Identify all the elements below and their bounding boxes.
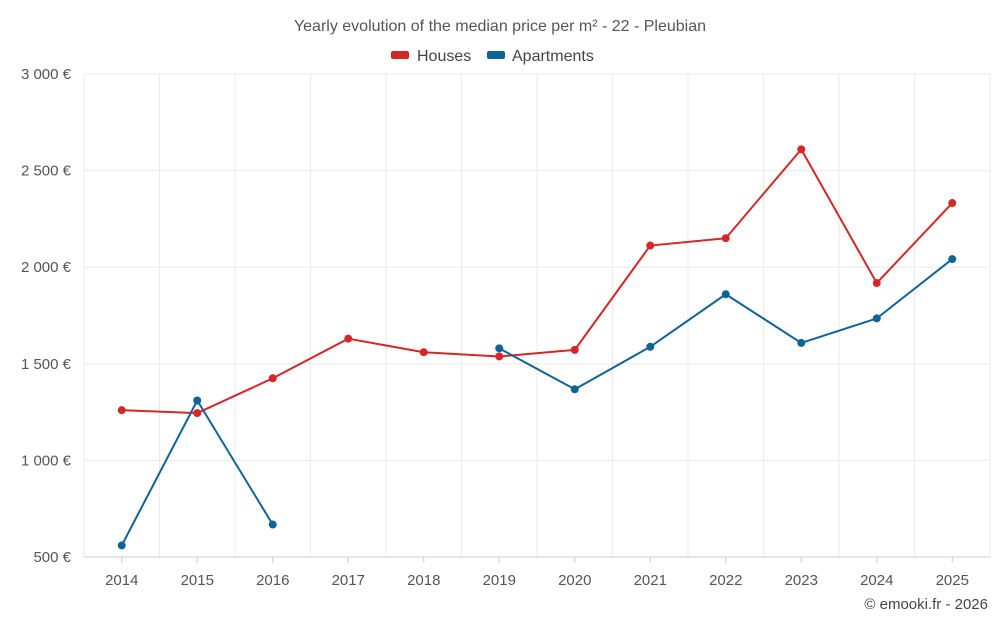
x-tick-label: 2025: [936, 572, 969, 589]
x-tick-label: 2024: [860, 572, 893, 589]
data-point-apartments[interactable]: [268, 520, 277, 529]
x-tick-label: 2021: [634, 572, 667, 589]
data-point-houses[interactable]: [797, 145, 806, 154]
y-tick-label: 2 000 €: [21, 259, 72, 276]
x-tick-label: 2023: [785, 572, 818, 589]
x-tick-label: 2022: [709, 572, 742, 589]
legend-label-houses: Houses: [417, 48, 471, 65]
data-point-houses[interactable]: [646, 241, 655, 250]
y-tick-label: 1 500 €: [21, 356, 72, 373]
chart-title: Yearly evolution of the median price per…: [294, 18, 706, 35]
credit-text: © emooki.fr - 2026: [864, 596, 988, 613]
y-tick-label: 500 €: [33, 549, 71, 566]
x-tick-label: 2016: [256, 572, 289, 589]
data-point-houses[interactable]: [268, 374, 277, 383]
y-tick-label: 3 000 €: [21, 66, 72, 83]
data-point-houses[interactable]: [948, 199, 957, 208]
data-point-apartments[interactable]: [570, 385, 579, 394]
data-point-apartments[interactable]: [495, 344, 504, 353]
legend-item-apartments[interactable]: Apartments: [487, 48, 594, 65]
x-tick-label: 2019: [483, 572, 516, 589]
data-point-apartments[interactable]: [797, 338, 806, 347]
x-tick-label: 2020: [558, 572, 591, 589]
series-line-apartments: [120, 399, 274, 546]
legend-swatch-houses: [391, 51, 409, 59]
data-point-apartments[interactable]: [948, 255, 957, 264]
series-line-houses: [121, 148, 953, 415]
data-point-apartments[interactable]: [117, 541, 126, 550]
data-point-houses[interactable]: [117, 406, 126, 415]
data-point-houses[interactable]: [495, 352, 504, 361]
data-point-houses[interactable]: [419, 348, 428, 357]
x-tick-label: 2017: [332, 572, 365, 589]
x-tick-label: 2014: [105, 572, 138, 589]
series: [117, 145, 957, 550]
data-point-houses[interactable]: [193, 409, 202, 418]
data-point-houses[interactable]: [570, 345, 579, 354]
series-line-apartments: [498, 258, 953, 391]
data-point-houses[interactable]: [344, 334, 353, 343]
data-point-apartments[interactable]: [646, 342, 655, 351]
legend-label-apartments: Apartments: [512, 48, 594, 65]
legend-item-houses[interactable]: Houses: [391, 48, 471, 65]
x-tick-label: 2015: [181, 572, 214, 589]
data-point-apartments[interactable]: [193, 396, 202, 405]
data-point-apartments[interactable]: [721, 290, 730, 299]
y-tick-label: 2 500 €: [21, 163, 72, 180]
y-axis-labels: 500 € 1 000 € 1 500 € 2 000 € 2 500 € 3 000 €: [21, 66, 72, 566]
data-point-houses[interactable]: [721, 234, 730, 243]
y-tick-label: 1 000 €: [21, 452, 72, 469]
series-houses: [117, 145, 957, 418]
data-point-apartments[interactable]: [872, 314, 881, 323]
data-point-houses[interactable]: [872, 279, 881, 288]
series-apartments: [117, 255, 957, 550]
legend: Houses Apartments: [391, 48, 594, 65]
grid: [83, 73, 991, 558]
x-axis-labels: 2014 2015 2016 2017 2018 2019 2020 2021 2022 2023…: [105, 557, 969, 589]
x-tick-label: 2018: [407, 572, 440, 589]
legend-swatch-apartments: [487, 51, 505, 59]
